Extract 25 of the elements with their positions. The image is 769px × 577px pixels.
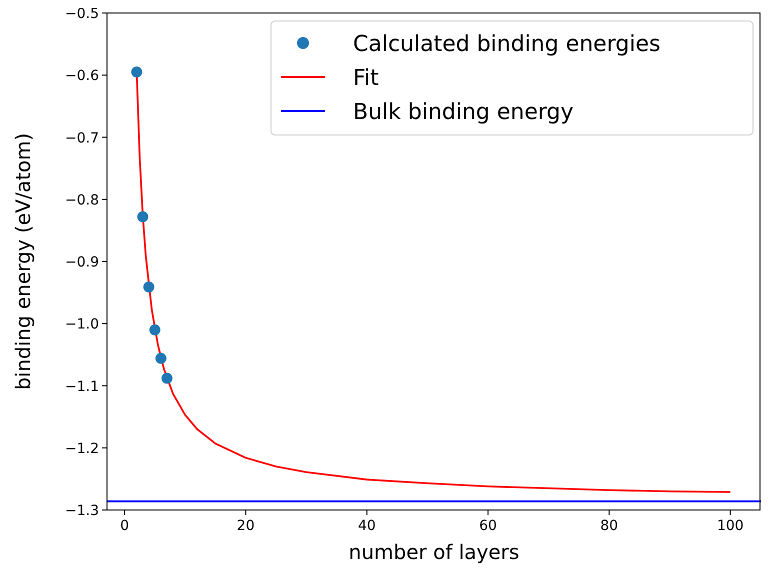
y-tick-label: −1.2 xyxy=(65,440,99,457)
y-tick-label: −0.7 xyxy=(65,130,99,146)
x-tick-label: 80 xyxy=(600,518,618,534)
point xyxy=(161,372,172,384)
y-tick-label: −0.8 xyxy=(65,192,99,208)
x-axis-title: number of layers xyxy=(348,540,520,564)
y-tick-label: −1.0 xyxy=(65,316,99,333)
y-tick-label: −0.6 xyxy=(65,68,100,84)
y-tick-label: −1.3 xyxy=(65,503,99,519)
x-tick-label: 60 xyxy=(479,518,497,534)
point xyxy=(149,324,160,336)
legend-label: Calculated binding energies xyxy=(353,32,660,57)
legend-label: Bulk binding energy xyxy=(353,100,574,125)
legend-label: Fit xyxy=(353,66,380,91)
x-tick-label: 0 xyxy=(120,518,130,534)
point xyxy=(155,352,166,364)
point xyxy=(143,281,154,292)
y-tick-label: −1.1 xyxy=(65,378,99,395)
y-axis-title: binding energy (eV/atom) xyxy=(11,132,35,390)
y-tick-label: −0.9 xyxy=(65,254,99,270)
x-tick-label: 20 xyxy=(236,518,255,534)
point xyxy=(137,211,148,222)
x-tick-label: 100 xyxy=(716,518,744,534)
x-tick-label: 40 xyxy=(358,518,376,534)
point xyxy=(131,66,142,78)
